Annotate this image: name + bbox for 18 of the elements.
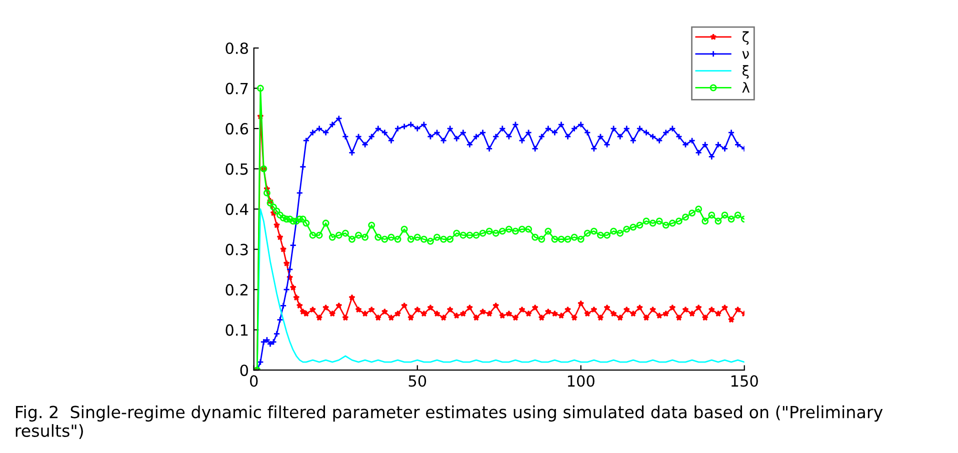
y-tick-label: 0.7 (226, 82, 248, 94)
y-tick-label: 0 (240, 364, 248, 376)
y-tick-label: 0.5 (226, 163, 248, 175)
x-tick-label: 100 (568, 375, 594, 387)
y-tick-label: 0.2 (226, 284, 248, 296)
y-tick-label: 0.6 (226, 123, 248, 135)
y-tick-label: 0.1 (226, 324, 248, 336)
legend-label: ν (742, 51, 749, 59)
x-tick-label: 0 (250, 375, 258, 387)
legend-label: ζ (742, 31, 749, 45)
x-tick-label: 150 (731, 375, 758, 387)
caption: Fig. 2 Single-regime dynamic filtered parameter estimates using simulated data based on ("Preliminary results") (16, 405, 883, 439)
y-tick-label: 0.3 (226, 244, 248, 256)
legend-label: ξ (742, 65, 749, 79)
y-tick-label: 0.4 (226, 204, 248, 216)
x-tick-label: 50 (408, 375, 426, 387)
y-tick-label: 0.8 (226, 42, 248, 54)
legend-label: λ (742, 82, 750, 93)
